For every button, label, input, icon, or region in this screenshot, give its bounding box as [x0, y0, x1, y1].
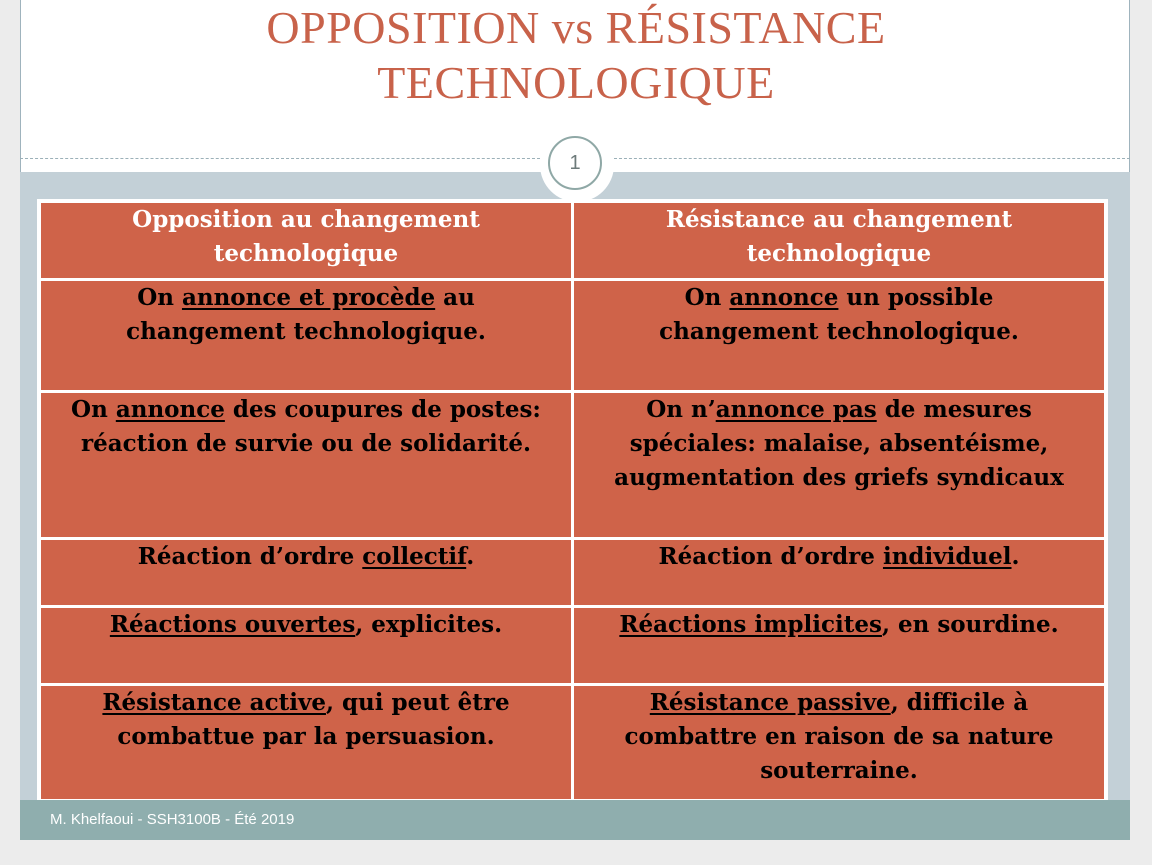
- cell-text: .: [466, 543, 475, 570]
- cell-resistance: Réactions implicites, en sourdine.: [571, 605, 1107, 686]
- underlined-term: Résistance active: [102, 689, 326, 716]
- cell-text: On: [71, 396, 116, 423]
- underlined-term: annonce: [729, 284, 839, 311]
- comparison-table: Opposition au changement technologique R…: [37, 199, 1108, 803]
- table-row: Réactions ouvertes, explicites. Réaction…: [38, 605, 1107, 686]
- table-row: Réaction d’ordre collectif. Réaction d’o…: [38, 537, 1107, 608]
- cell-text: de mesures spéciales: malaise, absentéis…: [614, 396, 1064, 491]
- cell-text: Réaction d’ordre: [658, 543, 883, 570]
- underlined-term: Réactions ouvertes: [109, 611, 356, 638]
- cell-resistance: Résistance passive, difficile à combattr…: [571, 683, 1107, 802]
- cell-opposition: On annonce et procède au changement tech…: [38, 278, 574, 393]
- underlined-term: annonce: [115, 396, 225, 423]
- slide-number-badge: 1: [540, 128, 614, 202]
- underlined-term: Réactions implicites: [619, 611, 882, 638]
- underlined-term: Résistance passive: [649, 689, 891, 716]
- cell-text: Réaction d’ordre: [137, 543, 363, 570]
- cell-text: On n’: [646, 396, 716, 423]
- underlined-term: individuel: [882, 543, 1012, 570]
- cell-text: un possible changement technologique.: [659, 284, 1019, 345]
- cell-opposition: Résistance active, qui peut être combatt…: [38, 683, 574, 802]
- table-row: On annonce des coupures de postes: réact…: [38, 390, 1107, 540]
- header-resistance: Résistance au changement technologique: [571, 200, 1107, 281]
- cell-opposition: Réaction d’ordre collectif.: [38, 537, 574, 608]
- header-resistance-line1: Résistance au changement: [665, 206, 1013, 233]
- underlined-term: collectif: [362, 543, 467, 570]
- cell-text: , qui peut être combattue par la persuas…: [117, 689, 510, 750]
- header-opposition-line1: Opposition au changement: [132, 206, 480, 233]
- cell-resistance: On annonce un possible changement techno…: [571, 278, 1107, 393]
- header-opposition-line2: technologique: [213, 240, 399, 267]
- cell-text: .: [1011, 543, 1020, 570]
- underlined-term: annonce et procède: [181, 284, 436, 311]
- title-line-1: OPPOSITION vs RÉSISTANCE: [266, 2, 886, 53]
- table-row: On annonce et procède au changement tech…: [38, 278, 1107, 393]
- cell-text: , explicites.: [355, 611, 503, 638]
- cell-text: au changement technologique.: [126, 284, 486, 345]
- cell-resistance: On n’annonce pas de mesures spéciales: m…: [571, 390, 1107, 540]
- header-opposition: Opposition au changement technologique: [38, 200, 574, 281]
- slide-title: OPPOSITION vs RÉSISTANCE TECHNOLOGIQUE: [21, 0, 1131, 110]
- underlined-term: annonce pas: [715, 396, 877, 423]
- slide-number: 1: [548, 136, 602, 190]
- slide: OPPOSITION vs RÉSISTANCE TECHNOLOGIQUE 1…: [20, 0, 1130, 840]
- divider-left: [20, 158, 540, 159]
- footer-bar: M. Khelfaoui - SSH3100B - Été 2019: [20, 800, 1130, 840]
- footer-text: M. Khelfaoui - SSH3100B - Été 2019: [50, 811, 295, 828]
- cell-text: On: [137, 284, 182, 311]
- cell-opposition: Réactions ouvertes, explicites.: [38, 605, 574, 686]
- cell-resistance: Réaction d’ordre individuel.: [571, 537, 1107, 608]
- title-line-2: TECHNOLOGIQUE: [377, 57, 775, 108]
- cell-opposition: On annonce des coupures de postes: réact…: [38, 390, 574, 540]
- cell-text: On: [684, 284, 730, 311]
- divider-right: [614, 158, 1130, 159]
- cell-text: , en sourdine.: [881, 611, 1059, 638]
- cell-text: des coupures de postes: réaction de surv…: [80, 396, 541, 457]
- table-header-row: Opposition au changement technologique R…: [38, 200, 1107, 281]
- table-row: Résistance active, qui peut être combatt…: [38, 683, 1107, 802]
- header-resistance-line2: technologique: [746, 240, 932, 267]
- cell-text: , difficile à combattre en raison de sa …: [624, 689, 1054, 784]
